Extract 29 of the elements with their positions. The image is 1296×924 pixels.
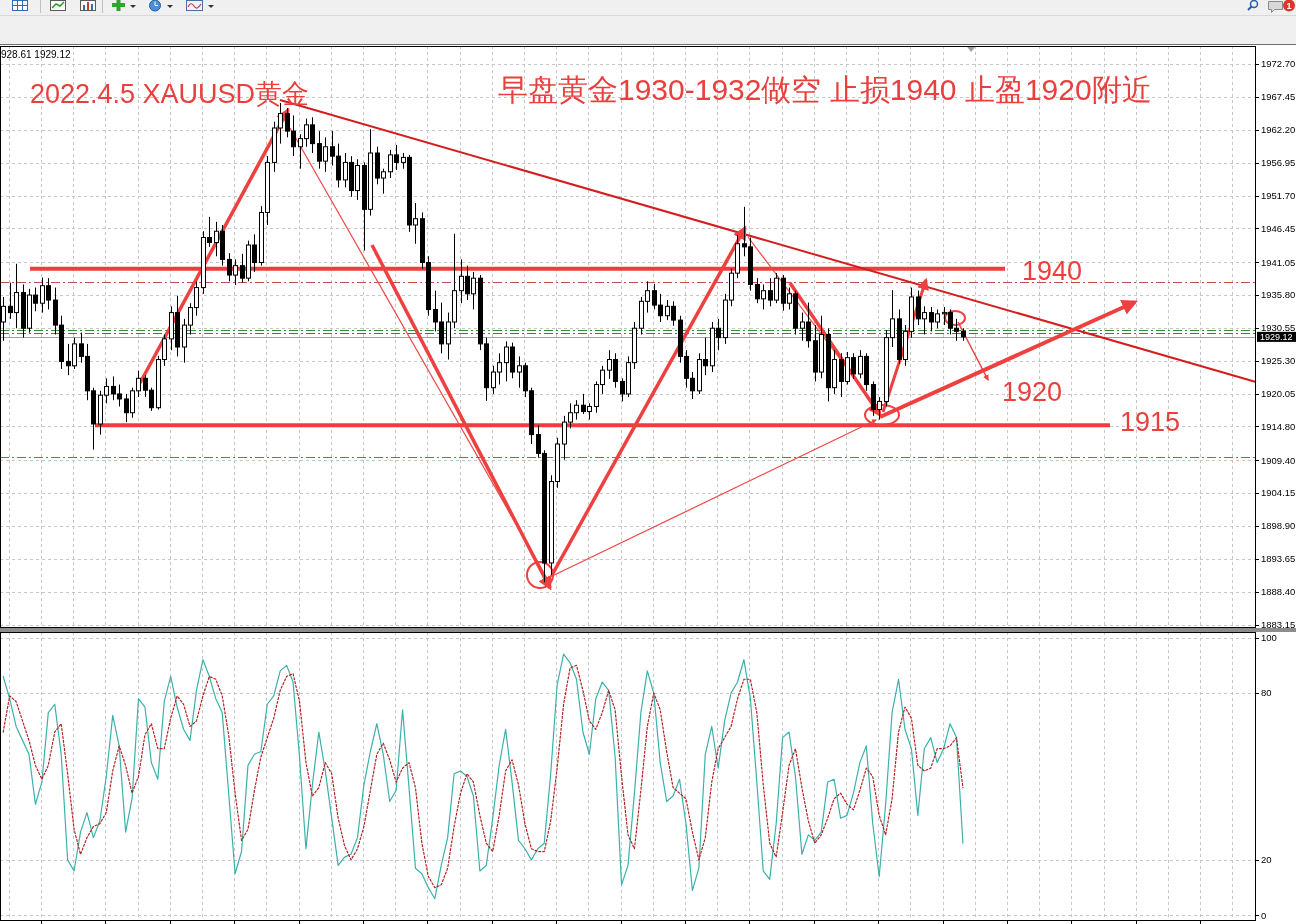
y-tick-label: 1956.95: [1261, 157, 1296, 169]
y-tick-label: 80: [1261, 687, 1272, 699]
y-tick-label: 1925.30: [1261, 355, 1296, 367]
y-tick-label: 1930.55: [1261, 322, 1296, 334]
y-tick-label: 1898.90: [1261, 520, 1296, 532]
y-tick-label: 1935.80: [1261, 289, 1296, 301]
ref-line-label: 1940: [1022, 255, 1083, 286]
y-tick-label: 1962.20: [1261, 124, 1296, 136]
y-tick-label: 1972.70: [1261, 58, 1296, 70]
y-tick-label: 1967.45: [1261, 91, 1296, 103]
ref-line-label: 1915: [1120, 407, 1181, 438]
y-tick-label: 1946.45: [1261, 222, 1296, 234]
y-tick-label: 1904.15: [1261, 487, 1296, 499]
annotation: 早盘黄金1930-1932做空 止损1940 止盈1920附近: [498, 73, 1152, 106]
y-tick-label: 1920.05: [1261, 387, 1296, 399]
y-tick-label: 0: [1261, 909, 1267, 921]
y-tick-label: 20: [1261, 854, 1272, 866]
y-tick-label: 1883.15: [1261, 618, 1296, 630]
y-tick-label: 1893.65: [1261, 553, 1296, 565]
y-tick-label: 1914.80: [1261, 420, 1296, 432]
y-tick-label: 1909.40: [1261, 454, 1296, 466]
annotation: 928.61 1929.12: [1, 49, 71, 60]
y-tick-label: 1951.70: [1261, 189, 1296, 201]
ref-line-label: 1929.12: [1260, 332, 1293, 343]
text: 2022.4.5 XAUUSD黄金: [30, 79, 310, 109]
y-tick-label: 100: [1261, 631, 1277, 643]
annotation: 1920: [1002, 377, 1063, 407]
y-tick-label: 1888.40: [1261, 586, 1296, 598]
y-tick-label: 1941.05: [1261, 256, 1296, 268]
